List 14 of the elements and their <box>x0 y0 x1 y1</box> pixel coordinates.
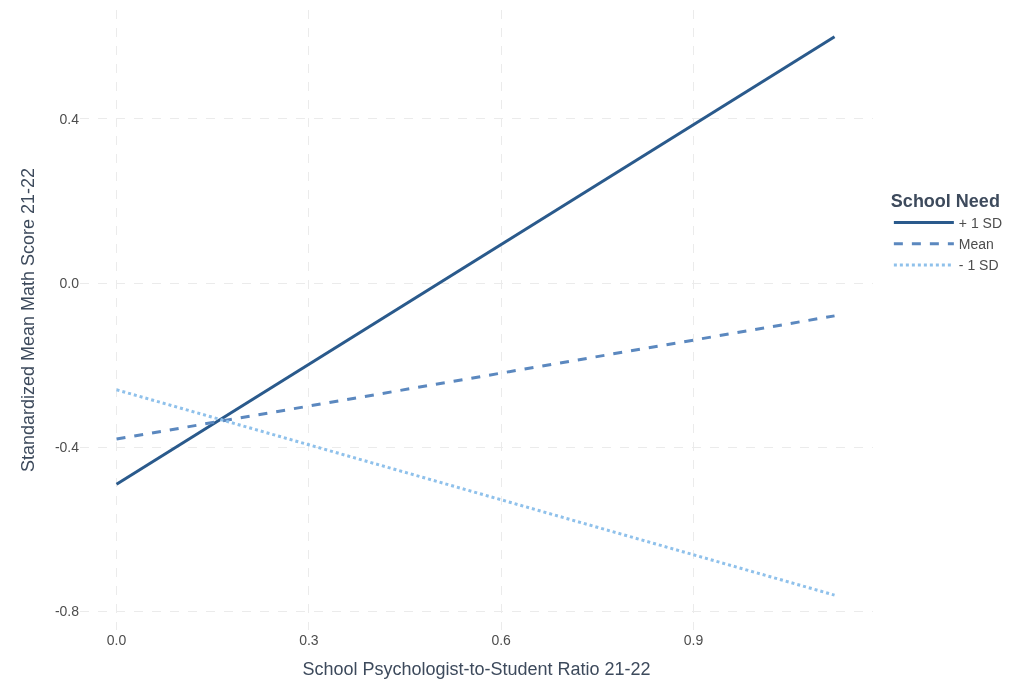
x-tick-label: 0.3 <box>299 632 319 648</box>
y-tick-label: -0.4 <box>54 439 80 456</box>
x-tick-label: 0.9 <box>683 632 704 648</box>
legend-label: + 1 SD <box>958 215 1003 232</box>
x-axis-title: School Psychologist-to-Student Ratio 21-22 <box>302 659 651 680</box>
legend-label: Mean <box>958 236 994 253</box>
y-tick-label: 0.4 <box>59 110 80 127</box>
y-axis-title: Standardized Mean Math Score 21-22 <box>18 167 39 473</box>
y-tick-label: 0.0 <box>59 274 80 291</box>
y-tick-label: -0.8 <box>54 603 80 620</box>
legend-label: - 1 SD <box>958 257 999 274</box>
x-tick-label: 0.6 <box>491 632 512 648</box>
legend-title: School Need <box>890 191 1000 211</box>
x-tick-label: 0.0 <box>106 632 127 648</box>
